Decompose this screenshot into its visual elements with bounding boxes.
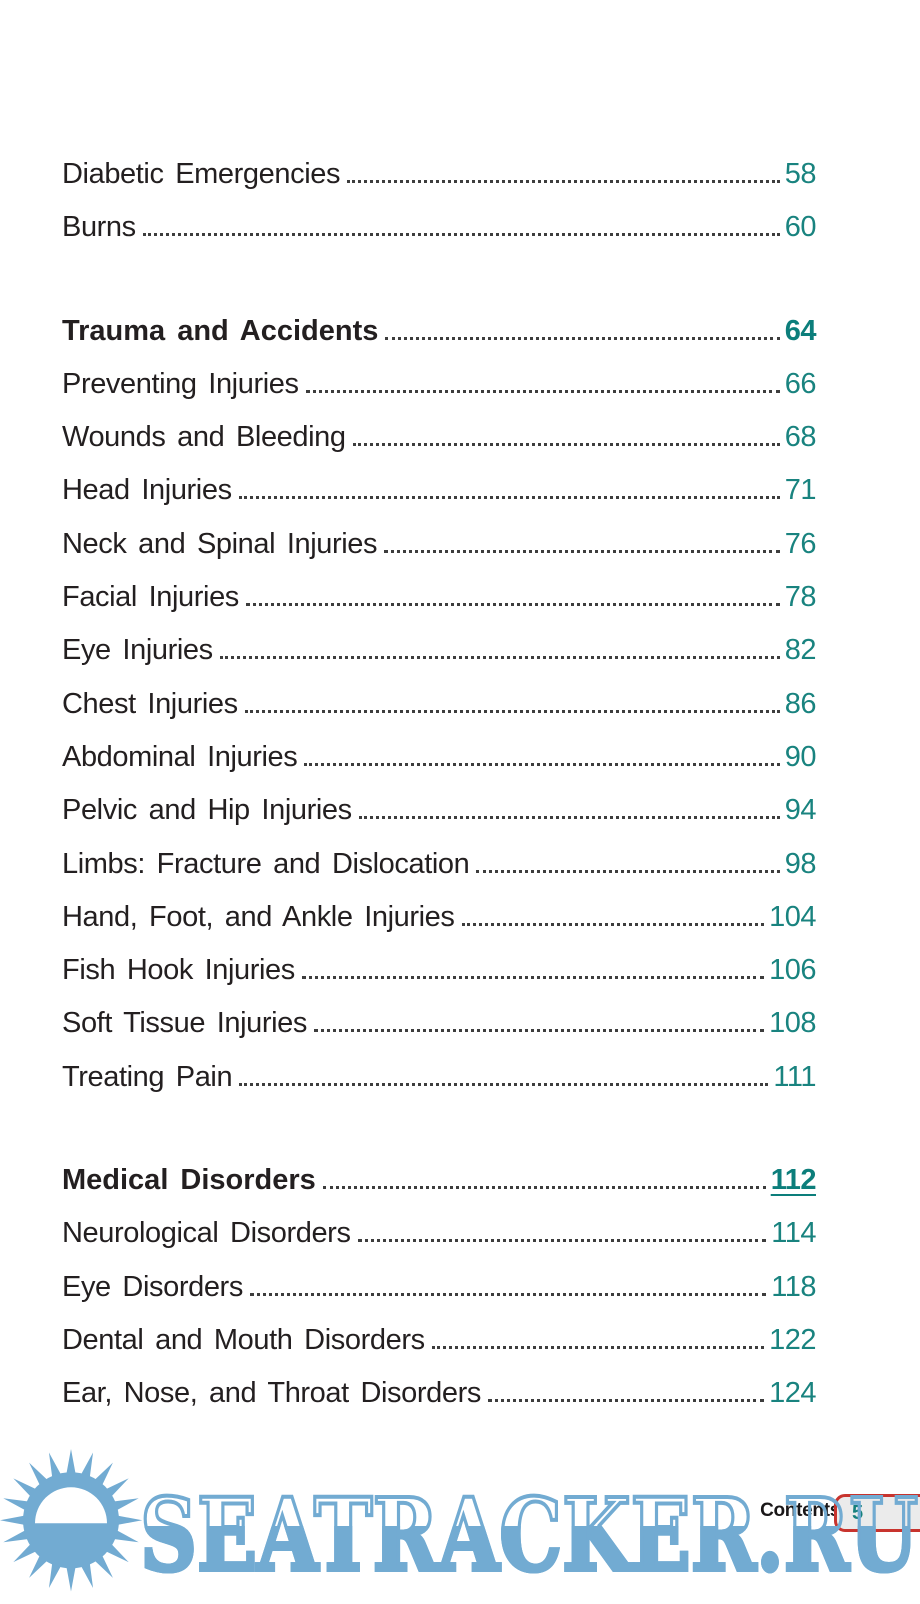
dotted-leader bbox=[476, 869, 780, 873]
toc-entry-page: 71 bbox=[784, 474, 817, 507]
toc-entry-page: 122 bbox=[769, 1323, 816, 1356]
toc-entry-page: 60 bbox=[784, 211, 817, 244]
toc-entry-title: Soft Tissue Injuries bbox=[62, 1007, 307, 1040]
dotted-leader bbox=[431, 1345, 765, 1349]
toc-entry-title: Limbs: Fracture and Dislocation bbox=[62, 847, 470, 880]
toc-entry-title: Dental and Mouth Disorders bbox=[62, 1323, 425, 1356]
toc-entry-title: Facial Injuries bbox=[62, 581, 239, 614]
toc-entry-title: Hand, Foot, and Ankle Injuries bbox=[62, 900, 455, 933]
dotted-leader bbox=[245, 603, 780, 607]
toc-entry-page: 68 bbox=[784, 421, 817, 454]
dotted-leader bbox=[358, 816, 780, 820]
toc-entry-page: 66 bbox=[784, 367, 817, 400]
toc-entry-title: Preventing Injuries bbox=[62, 367, 299, 400]
footer-page-number: 5 bbox=[852, 1502, 864, 1524]
dotted-leader bbox=[461, 922, 765, 926]
dotted-leader bbox=[239, 1082, 769, 1086]
toc-entry-page: 114 bbox=[771, 1217, 816, 1250]
dotted-leader bbox=[249, 1292, 767, 1296]
toc-section-row[interactable]: Medical Disorders 112 bbox=[62, 1154, 817, 1207]
toc-entry-title: Ear, Nose, and Throat Disorders bbox=[62, 1377, 481, 1410]
toc-entry-page: 76 bbox=[784, 527, 817, 560]
toc-entry-title: Diabetic Emergencies bbox=[62, 158, 341, 190]
toc-row[interactable]: Abdominal Injuries 90 bbox=[62, 731, 817, 784]
dotted-leader bbox=[301, 976, 765, 980]
dotted-leader bbox=[352, 443, 780, 447]
watermark-text-outline: SEATRACKER.RU bbox=[140, 1478, 918, 1594]
toc-entry-title: Treating Pain bbox=[62, 1060, 233, 1093]
toc-entry-page: 94 bbox=[784, 794, 817, 827]
toc-entry-page: 118 bbox=[771, 1270, 816, 1303]
toc-section-page: 64 bbox=[784, 314, 817, 347]
toc-entry-page: 86 bbox=[784, 687, 817, 720]
table-of-contents: Diabetic Emergencies 58 Burns 60 Trauma … bbox=[62, 148, 817, 1421]
toc-row[interactable]: Head Injuries 71 bbox=[62, 464, 817, 517]
toc-row[interactable]: Wounds and Bleeding 68 bbox=[62, 411, 817, 464]
toc-row[interactable]: Hand, Foot, and Ankle Injuries 104 bbox=[62, 891, 816, 944]
toc-entry-title: Pelvic and Hip Injuries bbox=[62, 794, 352, 827]
toc-section-title: Medical Disorders bbox=[62, 1164, 316, 1197]
toc-row[interactable]: Neck and Spinal Injuries 76 bbox=[62, 518, 817, 571]
toc-section-title: Trauma and Accidents bbox=[62, 314, 379, 347]
toc-entry-title: Eye Injuries bbox=[62, 634, 213, 667]
toc-entry-title: Fish Hook Injuries bbox=[62, 954, 295, 987]
toc-entry-page: 124 bbox=[769, 1377, 816, 1410]
toc-row[interactable]: Diabetic Emergencies 58 bbox=[62, 148, 817, 201]
toc-row[interactable]: Facial Injuries 78 bbox=[62, 571, 817, 624]
dotted-leader bbox=[487, 1399, 765, 1403]
toc-section-page: 112 bbox=[770, 1164, 817, 1197]
dotted-leader bbox=[314, 1029, 765, 1033]
dotted-leader bbox=[305, 389, 780, 393]
dotted-leader bbox=[322, 1186, 766, 1190]
toc-entry-page: 58 bbox=[784, 158, 817, 190]
dotted-leader bbox=[304, 762, 780, 766]
toc-entry-title: Eye Disorders bbox=[62, 1270, 243, 1303]
toc-entry-title: Abdominal Injuries bbox=[62, 740, 298, 773]
toc-row[interactable]: Treating Pain 111 bbox=[62, 1051, 816, 1104]
dotted-leader bbox=[347, 180, 780, 183]
toc-row[interactable]: Ear, Nose, and Throat Disorders 124 bbox=[62, 1367, 816, 1420]
toc-entry-page: 104 bbox=[769, 900, 816, 933]
toc-entry-page: 82 bbox=[784, 634, 817, 667]
toc-row[interactable]: Eye Disorders 118 bbox=[62, 1261, 816, 1314]
dotted-leader bbox=[357, 1239, 767, 1243]
toc-entry-title: Neck and Spinal Injuries bbox=[62, 527, 378, 560]
toc-row[interactable]: Pelvic and Hip Injuries 94 bbox=[62, 784, 817, 837]
toc-row[interactable]: Dental and Mouth Disorders 122 bbox=[62, 1314, 816, 1367]
section-gap bbox=[62, 255, 816, 305]
toc-entry-page: 111 bbox=[773, 1060, 816, 1093]
sun-icon bbox=[0, 1449, 143, 1592]
toc-entry-title: Burns bbox=[62, 211, 136, 244]
dotted-leader bbox=[238, 496, 780, 500]
toc-entry-title: Neurological Disorders bbox=[62, 1217, 351, 1250]
toc-entry-title: Wounds and Bleeding bbox=[62, 421, 346, 454]
toc-row[interactable]: Preventing Injuries 66 bbox=[62, 358, 817, 411]
watermark-text-solid: SEATRACKER.RU bbox=[140, 1478, 918, 1594]
toc-entry-page: 78 bbox=[784, 581, 817, 614]
toc-entry-page: 106 bbox=[769, 954, 816, 987]
footer-page-tab: 5 bbox=[834, 1494, 920, 1532]
dotted-leader bbox=[385, 336, 780, 340]
toc-row[interactable]: Eye Injuries 82 bbox=[62, 624, 817, 677]
toc-row[interactable]: Burns 60 bbox=[62, 201, 817, 254]
toc-row[interactable]: Neurological Disorders 114 bbox=[62, 1207, 816, 1260]
toc-section-row[interactable]: Trauma and Accidents 64 bbox=[62, 305, 817, 358]
dotted-leader bbox=[219, 656, 780, 660]
toc-entry-page: 90 bbox=[784, 740, 817, 773]
toc-row[interactable]: Fish Hook Injuries 106 bbox=[62, 944, 816, 997]
toc-row[interactable]: Soft Tissue Injuries 108 bbox=[62, 997, 816, 1050]
toc-entry-page: 108 bbox=[769, 1007, 816, 1040]
dotted-leader bbox=[244, 709, 780, 713]
footer-contents-label: Contents bbox=[760, 1500, 840, 1521]
dotted-leader bbox=[384, 549, 780, 553]
dotted-leader bbox=[142, 233, 780, 237]
toc-entry-title: Head Injuries bbox=[62, 474, 232, 507]
watermark-wordmark: SEATRACKER.RU SEATRACKER.RU bbox=[140, 1478, 920, 1596]
toc-row[interactable]: Limbs: Fracture and Dislocation 98 bbox=[62, 838, 817, 891]
toc-entry-page: 98 bbox=[784, 847, 817, 880]
toc-row[interactable]: Chest Injuries 86 bbox=[62, 678, 817, 731]
toc-entry-title: Chest Injuries bbox=[62, 687, 238, 720]
section-gap bbox=[62, 1104, 816, 1154]
